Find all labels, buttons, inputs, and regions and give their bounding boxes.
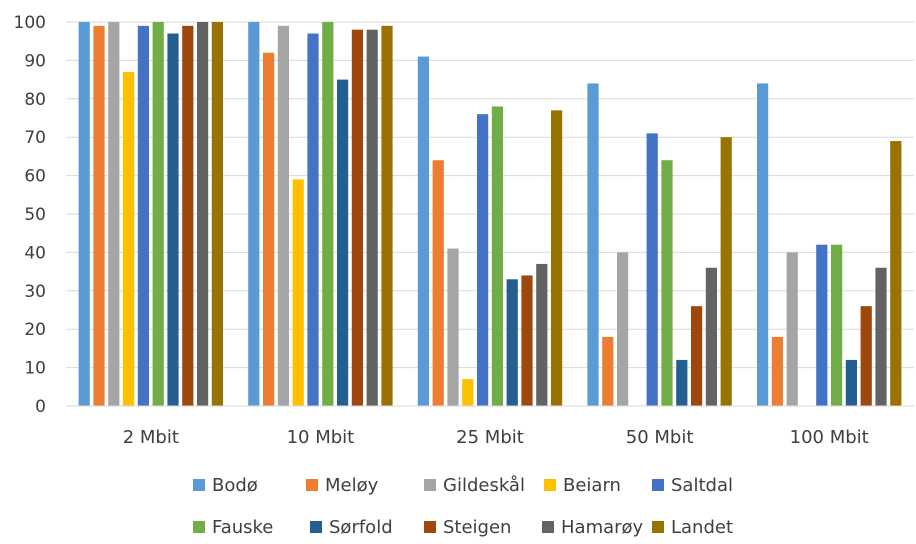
bar [506,279,518,406]
bar [277,25,289,407]
x-category-label: 2 Mbit [123,427,179,448]
bar [757,83,769,406]
bar [661,160,673,406]
bar [182,25,194,407]
bar [447,248,459,406]
legend-label: Meløy [325,475,379,496]
legend-swatch [652,479,664,491]
y-tick-label: 40 [24,243,46,263]
legend-swatch [542,521,554,533]
bar [890,141,902,407]
bar [248,22,260,406]
legend-swatch [424,479,436,491]
bar [351,29,363,407]
y-tick-label: 20 [24,320,46,340]
bar [381,25,393,407]
x-category-label: 50 Mbit [626,427,694,448]
bar [587,83,599,406]
y-tick-label: 0 [35,397,46,417]
legend-swatch [652,521,664,533]
legend-swatch [193,521,205,533]
legend-swatch [193,479,205,491]
bar [211,22,223,406]
bar [771,336,783,406]
bar [152,22,164,406]
bar [602,336,614,406]
bar [676,359,688,406]
x-axis-categories: 2 Mbit 10 Mbit 25 Mbit 50 Mbit 100 Mbit [123,427,869,448]
y-tick-label: 80 [24,90,46,110]
bar [417,56,429,407]
legend-label: Fauske [212,517,273,538]
y-tick-label: 60 [24,167,46,187]
bar [123,71,135,407]
bar [691,306,703,406]
y-tick-label: 30 [24,282,46,302]
bar [536,263,548,406]
bar [491,106,503,406]
bar [78,22,90,406]
legend-swatch [310,521,322,533]
legend-label: Bodø [212,475,258,496]
bar [322,22,334,406]
bar [263,52,275,406]
y-tick-label: 70 [24,128,46,148]
legend-label: Steigen [443,517,511,538]
y-tick-label: 10 [24,359,46,379]
y-axis-ticks: 0 10 20 30 40 50 60 70 80 90 100 [14,13,46,417]
legend: Bodø Meløy Gildeskål Beiarn Saltdal Fauske Sør… [193,475,733,538]
y-tick-label: 50 [24,205,46,225]
legend-label: Sørfold [329,517,393,538]
y-tick-label: 100 [14,13,46,33]
bar [617,252,629,406]
y-tick-label: 90 [24,51,46,71]
bar [845,359,857,406]
bar [93,25,105,407]
bar [432,160,444,406]
bar [137,25,149,407]
bar [108,22,120,406]
legend-label: Landet [671,517,733,538]
bars [78,22,902,407]
bar [521,275,533,406]
legend-label: Saltdal [671,475,733,496]
legend-label: Gildeskål [443,475,525,496]
bar [646,133,658,407]
bar [705,267,717,406]
bar [477,114,489,406]
legend-label: Hamarøy [561,517,644,538]
bar [366,29,378,407]
bar [720,137,732,406]
x-category-label: 10 Mbit [287,427,355,448]
bar [167,33,179,407]
bar [786,252,798,406]
bar [292,179,304,406]
legend-swatch [544,479,556,491]
legend-label: Beiarn [563,475,621,496]
legend-swatch [424,521,436,533]
bar [462,379,474,406]
x-category-label: 100 Mbit [790,427,869,448]
bar [551,110,563,406]
bar [860,306,872,406]
bar [197,22,209,406]
legend-swatch [306,479,318,491]
bar [816,244,828,406]
bar [337,79,349,406]
bar [307,33,319,407]
bar [831,244,843,406]
bar [875,267,887,406]
x-category-label: 25 Mbit [456,427,524,448]
